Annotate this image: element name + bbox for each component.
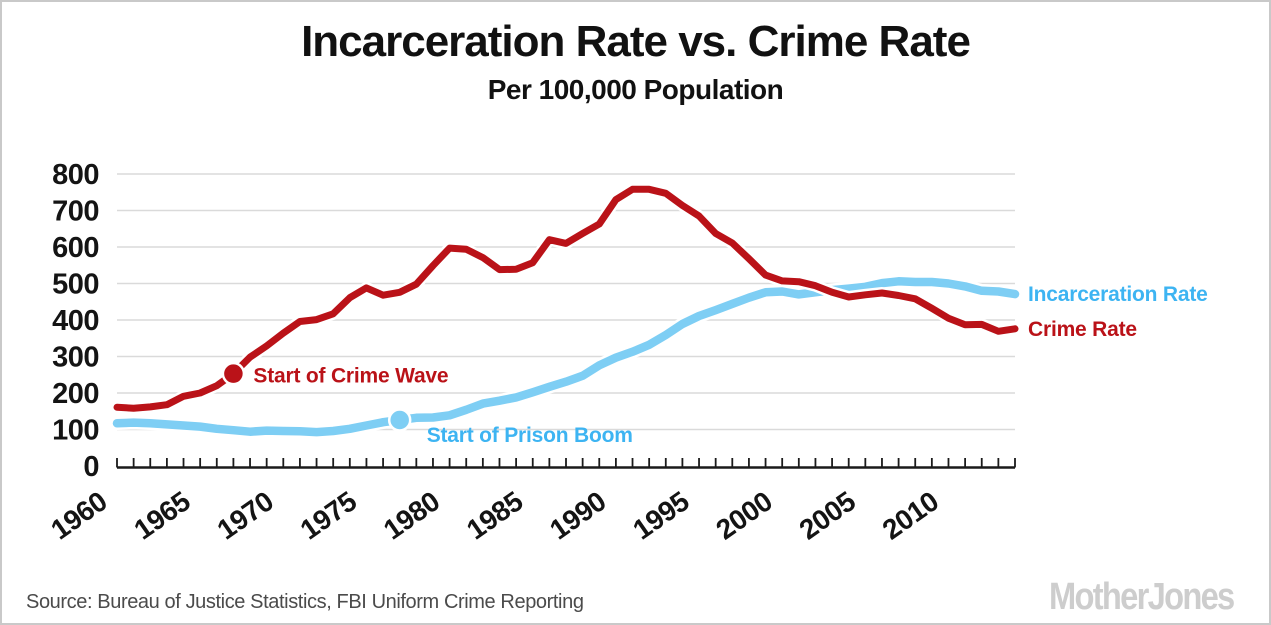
y-axis-label-700: 700 xyxy=(52,196,99,228)
y-axis-label-800: 800 xyxy=(52,159,99,191)
x-axis-label-2010: 2010 xyxy=(877,486,944,546)
y-axis-label-600: 600 xyxy=(52,232,99,264)
y-axis-label-0: 0 xyxy=(83,451,99,483)
y-axis-label-200: 200 xyxy=(52,378,99,410)
series-line-incarceration-rate xyxy=(112,277,1020,437)
x-axis-label-1990: 1990 xyxy=(544,486,611,546)
x-axis-label-1965: 1965 xyxy=(128,486,195,546)
x-axis-label-1960: 1960 xyxy=(45,486,112,546)
chart-subtitle: Per 100,000 Population xyxy=(487,74,784,105)
x-axis-label-1970: 1970 xyxy=(212,486,279,546)
annotation-dot-start-of-crime-wave xyxy=(221,361,246,386)
source-attribution: Source: Bureau of Justice Statistics, FB… xyxy=(26,591,584,613)
x-axis-label-1975: 1975 xyxy=(295,486,362,546)
annotation-dot-start-of-prison-boom xyxy=(387,408,412,432)
legend-label-incarceration-rate: Incarceration Rate xyxy=(1028,283,1208,306)
y-axis-label-300: 300 xyxy=(52,342,99,374)
legend-label-crime-rate: Crime Rate xyxy=(1028,318,1137,341)
x-axis-label-1985: 1985 xyxy=(461,486,528,546)
series-line-crime-rate xyxy=(113,185,1019,412)
y-axis-label-100: 100 xyxy=(52,415,99,447)
annotation-label-start-of-prison-boom: Start of Prison Boom xyxy=(427,424,633,447)
x-axis-label-1995: 1995 xyxy=(627,486,694,546)
y-axis-label-400: 400 xyxy=(52,305,99,337)
chart-title: Incarceration Rate vs. Crime Rate xyxy=(301,17,971,66)
x-axis-label-1980: 1980 xyxy=(378,486,445,546)
x-axis-label-2000: 2000 xyxy=(710,486,777,546)
y-axis-label-500: 500 xyxy=(52,269,99,301)
annotation-label-start-of-crime-wave: Start of Crime Wave xyxy=(253,365,448,388)
mother-jones-logo: MotherJones xyxy=(1048,576,1235,618)
x-axis-label-2005: 2005 xyxy=(794,486,861,546)
